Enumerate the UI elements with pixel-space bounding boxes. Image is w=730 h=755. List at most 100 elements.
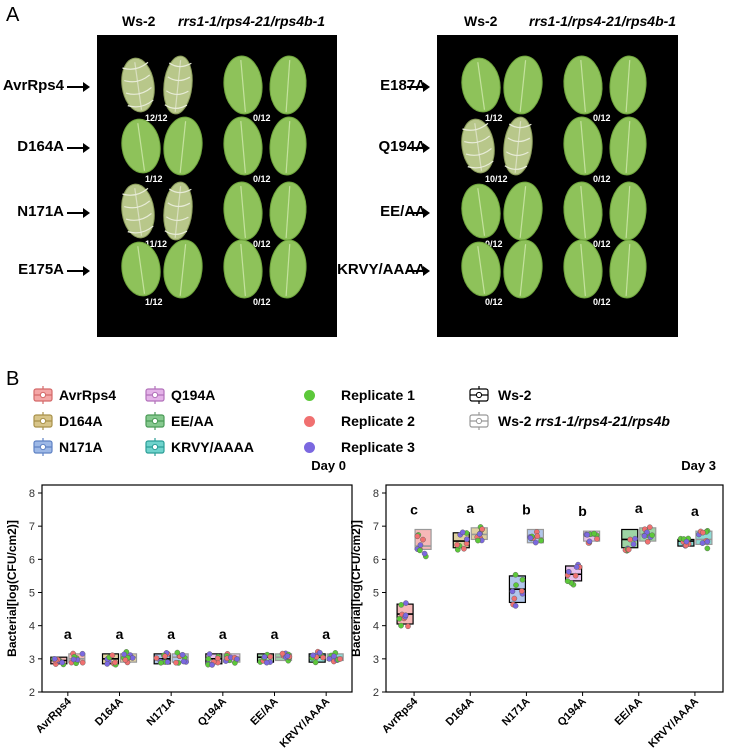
legend-effector-3: Q194A bbox=[171, 387, 216, 403]
significance-letter: a bbox=[691, 503, 699, 519]
leaf-wt-a bbox=[461, 241, 501, 297]
replicate-point bbox=[420, 536, 426, 543]
row-arrow-icon bbox=[407, 82, 430, 92]
plot-title: Day 3 bbox=[681, 458, 716, 473]
row-arrow-icon bbox=[407, 266, 430, 276]
y-tick-label: 6 bbox=[373, 554, 379, 566]
leaf-wt-b bbox=[163, 116, 203, 176]
replicate-point bbox=[509, 588, 516, 595]
significance-letter: a bbox=[219, 626, 227, 642]
y-tick-label: 3 bbox=[29, 654, 35, 666]
panel-a-letter: A bbox=[6, 4, 20, 26]
replicate-point bbox=[267, 653, 274, 660]
legend-replicate-dot-icon bbox=[304, 390, 315, 401]
significance-letter: a bbox=[116, 626, 124, 642]
replicate-point bbox=[59, 659, 66, 666]
replicate-point bbox=[104, 661, 110, 667]
legend-effector-5: KRVY/AAAA bbox=[171, 439, 254, 455]
legend-replicate-dot-icon bbox=[304, 442, 315, 453]
x-tick-label: D164A bbox=[93, 696, 126, 729]
row-arrow-icon bbox=[67, 208, 90, 218]
y-tick-label: 5 bbox=[373, 588, 379, 600]
x-tick-label: Q194A bbox=[556, 696, 589, 729]
replicate-point bbox=[699, 540, 706, 546]
mut-count-left-0: 0/12 bbox=[253, 113, 271, 123]
leaf-mut-a bbox=[223, 239, 263, 299]
replicate-point bbox=[398, 622, 404, 629]
wt-count-right-0: 1/12 bbox=[485, 113, 503, 123]
legend-genotype-1: Ws-2 rrs1-1/rps4-21/rps4b bbox=[498, 413, 670, 429]
leaf-mut-b bbox=[609, 239, 647, 299]
photo-right-header-wt: Ws-2 bbox=[464, 13, 498, 29]
mut-count-left-3: 0/12 bbox=[253, 297, 271, 307]
significance-letter: a bbox=[64, 626, 72, 642]
replicate-point bbox=[209, 662, 215, 668]
significance-letter: a bbox=[322, 626, 330, 642]
plot-frame bbox=[41, 484, 353, 693]
replicate-point bbox=[565, 568, 572, 575]
row-arrow-icon bbox=[67, 82, 90, 92]
replicate-point bbox=[337, 656, 343, 662]
replicate-point bbox=[122, 657, 129, 663]
replicate-point bbox=[112, 659, 118, 666]
leaf-mut-b bbox=[609, 55, 647, 115]
replicate-point bbox=[261, 654, 268, 660]
leaf-wt-a bbox=[121, 57, 155, 113]
legend-replicate-dot-icon bbox=[304, 416, 315, 427]
row-label-right-3: KRVY/AAAA bbox=[337, 261, 426, 278]
replicate-point bbox=[538, 537, 544, 544]
replicate-point bbox=[417, 547, 423, 554]
legend-replicate-0: Replicate 1 bbox=[341, 387, 415, 403]
replicate-point bbox=[513, 582, 519, 588]
leaf-wt-b bbox=[503, 55, 543, 115]
leaf-wt-b bbox=[503, 239, 543, 299]
leaf-mut-b bbox=[609, 181, 647, 241]
wt-count-right-1: 10/12 bbox=[485, 174, 508, 184]
legend-replicate-1: Replicate 2 bbox=[341, 413, 415, 429]
replicate-point bbox=[312, 659, 319, 666]
row-label-right-0: E187A bbox=[380, 77, 426, 94]
replicate-point bbox=[479, 526, 485, 532]
y-tick-label: 2 bbox=[29, 687, 35, 699]
replicate-point bbox=[532, 539, 539, 546]
legend-effector-icon bbox=[33, 386, 53, 404]
x-tick-label: EE/AA bbox=[613, 696, 645, 728]
replicate-point bbox=[79, 659, 86, 666]
replicate-point bbox=[263, 659, 270, 666]
leaf-mut-b bbox=[609, 116, 647, 176]
row-arrow-icon bbox=[67, 266, 90, 276]
legend-effector-icon bbox=[145, 412, 165, 430]
row-arrow-icon bbox=[407, 208, 430, 218]
replicate-point bbox=[129, 655, 136, 661]
leaf-mut-a bbox=[223, 116, 263, 176]
row-label-right-2: EE/AA bbox=[380, 203, 426, 220]
wt-count-left-0: 12/12 bbox=[145, 113, 168, 123]
significance-letter: a bbox=[635, 500, 643, 516]
replicate-point bbox=[326, 656, 333, 662]
leaf-mut-b bbox=[269, 239, 307, 299]
replicate-point bbox=[594, 536, 600, 542]
replicate-point bbox=[398, 602, 405, 608]
x-tick-label: KRVY/AAAA bbox=[278, 696, 333, 751]
replicate-point bbox=[158, 660, 164, 666]
significance-letter: c bbox=[410, 501, 418, 517]
photo-right-header-mut: rrs1-1/rps4-21/rps4b-1 bbox=[529, 13, 677, 29]
significance-letter: a bbox=[271, 626, 279, 642]
wt-count-right-2: 0/12 bbox=[485, 239, 503, 249]
leaf-wt-a bbox=[461, 57, 501, 113]
leaf-wt-b bbox=[163, 55, 193, 115]
replicate-point bbox=[206, 651, 213, 657]
replicate-point bbox=[284, 653, 291, 659]
replicate-point bbox=[586, 538, 593, 545]
legend-genotype-0: Ws-2 bbox=[498, 387, 532, 403]
y-tick-label: 7 bbox=[29, 521, 35, 533]
replicate-point bbox=[534, 533, 541, 539]
replicate-point bbox=[331, 653, 337, 660]
replicate-point bbox=[402, 612, 409, 619]
legend-effector-icon bbox=[145, 386, 165, 404]
leaf-wt-a bbox=[121, 183, 155, 239]
row-label-left-3: E175A bbox=[18, 261, 64, 278]
leaf-mut-a bbox=[223, 181, 263, 241]
replicate-point bbox=[109, 652, 116, 659]
leaf-wt-b bbox=[163, 181, 193, 241]
